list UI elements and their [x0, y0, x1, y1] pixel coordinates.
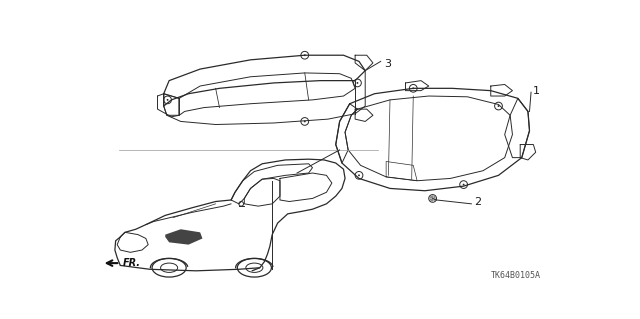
Polygon shape: [165, 229, 202, 245]
Circle shape: [304, 54, 306, 56]
Circle shape: [412, 87, 414, 89]
Text: 2: 2: [474, 197, 481, 207]
Circle shape: [429, 195, 436, 202]
Circle shape: [166, 99, 168, 101]
Circle shape: [358, 174, 360, 176]
Circle shape: [497, 105, 499, 107]
Text: 1: 1: [532, 85, 540, 96]
Circle shape: [304, 121, 306, 122]
Text: TK64B0105A: TK64B0105A: [491, 271, 541, 280]
Text: 3: 3: [384, 59, 391, 69]
Circle shape: [463, 184, 465, 186]
Text: FR.: FR.: [123, 258, 141, 268]
Circle shape: [356, 82, 358, 84]
